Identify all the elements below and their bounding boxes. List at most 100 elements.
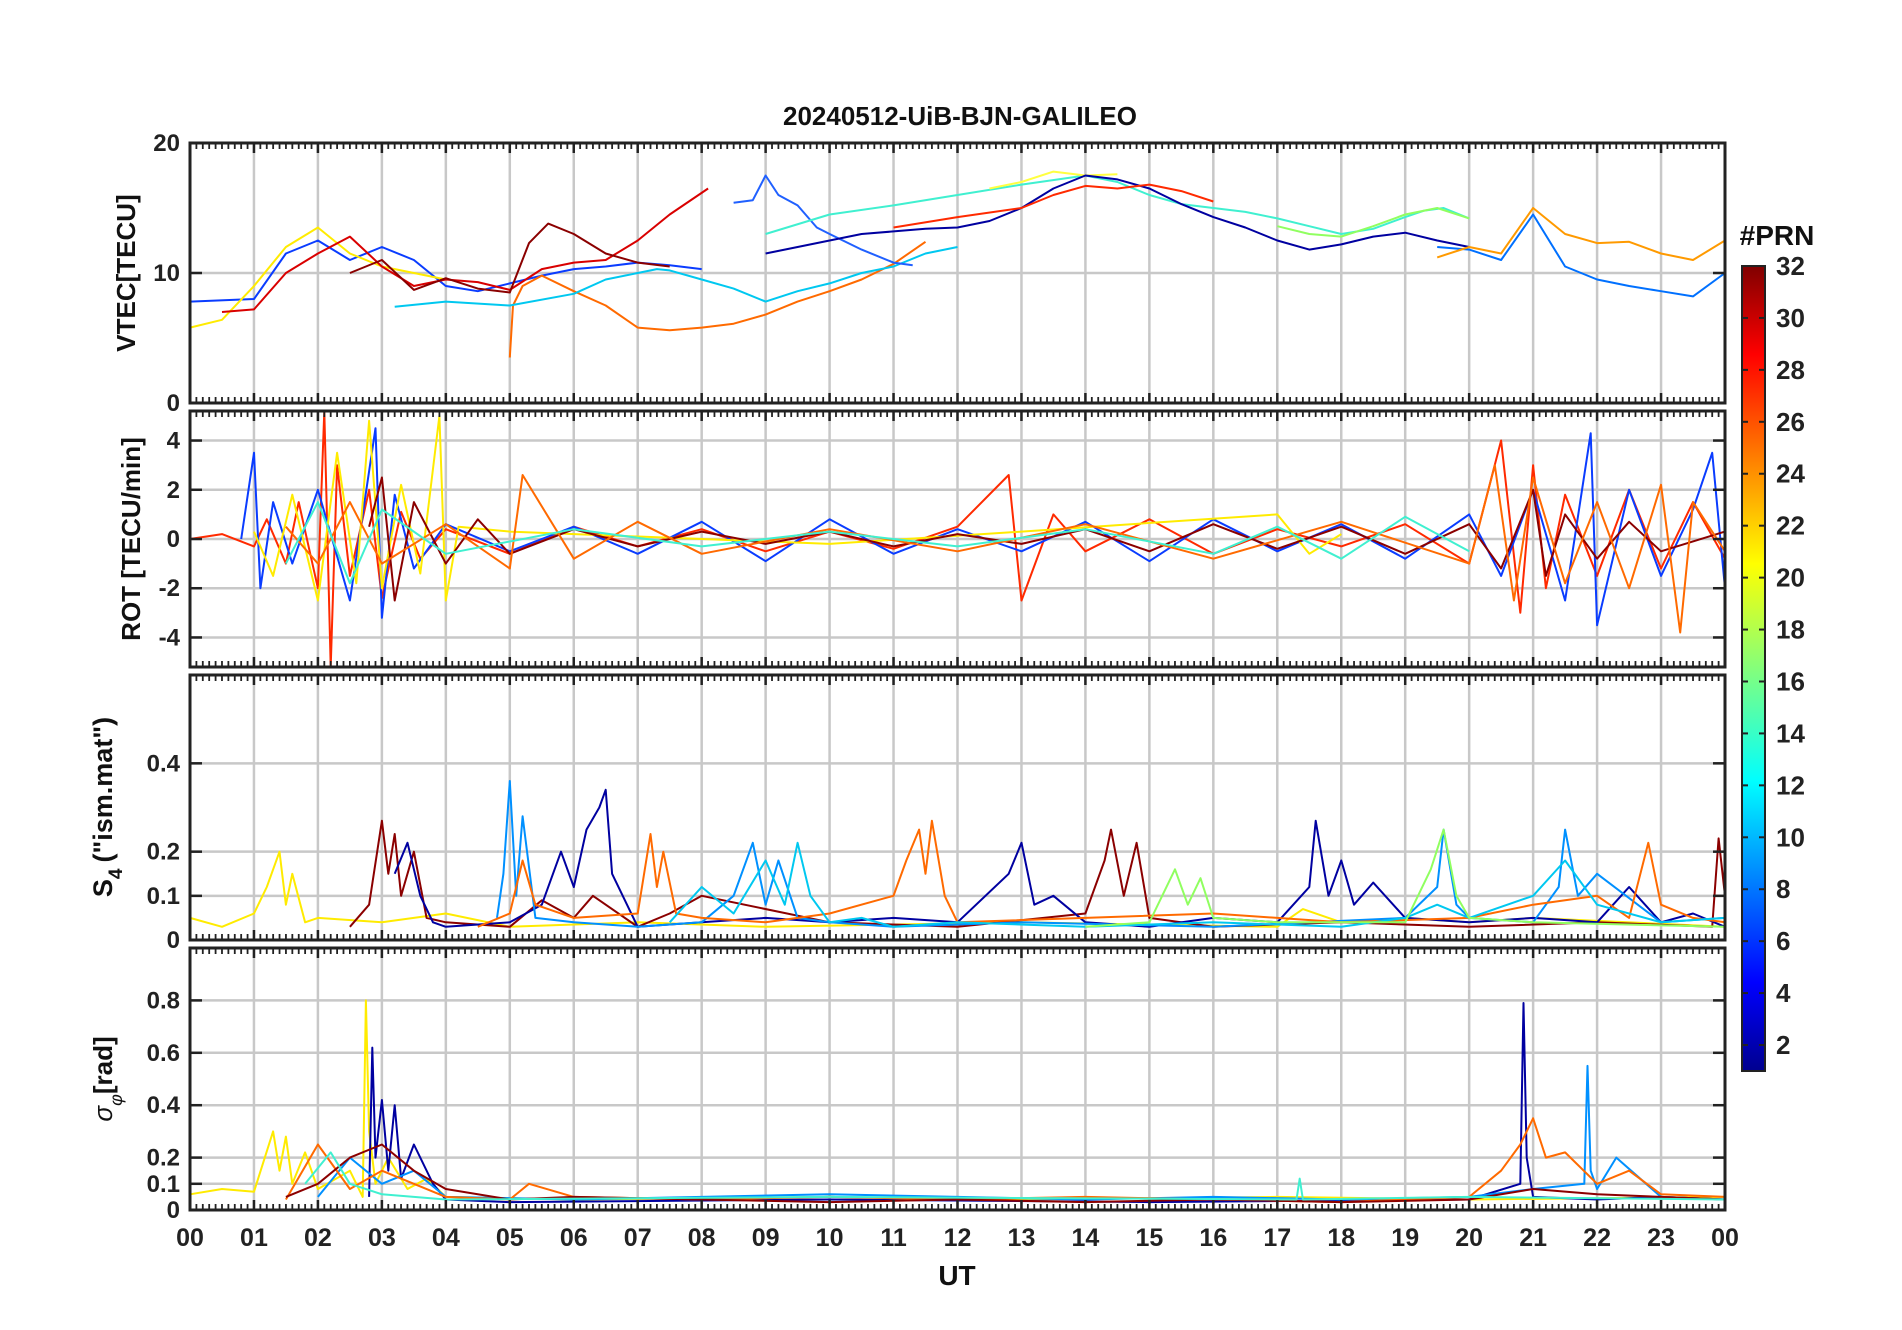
series-line-prn-31	[349, 222, 670, 294]
series-line-prn-8	[496, 780, 1726, 928]
x-tick-label: 12	[944, 1224, 972, 1252]
vtec-series	[189, 170, 1726, 358]
series-line-prn-15	[1277, 207, 1470, 238]
series-line-prn-13	[304, 1151, 1726, 1201]
series-line-prn-31	[285, 1143, 1726, 1204]
sigma-phi-yticks: 00.10.2 0.4 0.6 0.8	[147, 948, 1727, 1224]
y-tick-label: 20	[153, 130, 180, 157]
series-line-prn-19	[189, 226, 446, 329]
series-line-prn-2	[765, 174, 1470, 255]
y-tick-label: 0.1	[147, 883, 180, 910]
x-tick-label: 21	[1519, 1224, 1547, 1252]
x-axis-label: UT	[938, 1260, 975, 1291]
y-tick-label: 4	[167, 428, 181, 455]
series-line-prn-9	[1437, 213, 1726, 298]
colorbar-tick-label: 28	[1776, 355, 1805, 385]
colorbar-tick-label: 30	[1776, 303, 1805, 333]
x-tick-label: 02	[304, 1224, 332, 1252]
rot-series	[189, 410, 1726, 668]
x-tick-label: 18	[1327, 1224, 1355, 1252]
colorbar-tick-label: 20	[1776, 563, 1805, 593]
x-tick-label: 10	[816, 1224, 844, 1252]
x-tick-label: 05	[496, 1224, 524, 1252]
sigma-phi-panel: 00.10.2 0.4 0.6 0.8 σφ[rad]	[88, 946, 1727, 1224]
series-line-prn-7	[733, 174, 913, 267]
x-tick-label: 15	[1135, 1224, 1163, 1252]
series-line-prn-5	[189, 239, 702, 303]
vtec-panel: 0 10 20 VTEC[TECU]	[111, 130, 1727, 417]
x-tick-label: 01	[240, 1224, 268, 1252]
y-tick-label: 2	[167, 477, 180, 504]
x-tick-label: 04	[432, 1224, 460, 1252]
x-tick-label: 11	[880, 1224, 907, 1252]
colorbar-tick-label: 12	[1776, 770, 1805, 800]
series-line-prn-15	[1085, 828, 1726, 928]
colorbar-tick-label: 6	[1776, 926, 1790, 956]
s4-grid	[190, 675, 1725, 942]
series-line-prn-21	[989, 170, 1118, 190]
x-tick-label: 09	[752, 1224, 780, 1252]
series-line-prn-23	[1436, 207, 1726, 261]
colorbar-gradient	[1741, 265, 1766, 1072]
y-tick-label: 0	[167, 927, 180, 954]
s4-series	[189, 780, 1726, 928]
sigma-phi-ylabel: σφ[rad]	[88, 1036, 126, 1121]
colorbar-tick-label: 32	[1776, 251, 1805, 281]
x-tick-label: 00	[1711, 1224, 1739, 1252]
vtec-ylabel: VTEC[TECU]	[111, 194, 141, 351]
series-line-prn-2	[368, 1002, 1726, 1204]
colorbar-tick-label: 4	[1776, 978, 1791, 1008]
vtec-grid	[190, 141, 1725, 405]
x-tick-label: 14	[1072, 1224, 1100, 1252]
colorbar-tick-label: 18	[1776, 615, 1805, 645]
colorbar-tick-label: 16	[1776, 666, 1805, 696]
y-tick-label: -4	[159, 624, 181, 651]
x-tick-label: 17	[1263, 1224, 1291, 1252]
x-tick-label: 08	[688, 1224, 716, 1252]
colorbar-tick-label: 10	[1776, 822, 1805, 852]
rot-panel: -4 -2 0 2 4 ROT [TECU/min]	[116, 409, 1727, 669]
y-tick-label: 0	[167, 526, 180, 553]
x-tick-label: 07	[624, 1224, 652, 1252]
x-tick-label: 22	[1583, 1224, 1611, 1252]
y-tick-label: 0	[167, 1197, 180, 1224]
series-line-prn-13	[285, 501, 1470, 585]
colorbar-tick-label: 2	[1776, 1030, 1790, 1060]
x-tick-label: 03	[368, 1224, 396, 1252]
colorbar-tick-label: 8	[1776, 874, 1790, 904]
x-tick-label: 16	[1199, 1224, 1227, 1252]
colorbar-label: #PRN	[1740, 220, 1815, 251]
vtec-yticks: 0 10 20	[153, 130, 1727, 417]
colorbar-tick-label: 24	[1776, 459, 1805, 489]
series-line-prn-11	[394, 246, 958, 308]
figure-title: 20240512-UiB-BJN-GALILEO	[783, 101, 1137, 131]
s4-yticks: 0 0.1 0.2 0.4	[147, 675, 1727, 954]
x-tick-label: 06	[560, 1224, 588, 1252]
series-line-prn-27	[893, 183, 1214, 229]
colorbar-tick-label: 22	[1776, 511, 1805, 541]
series-line-prn-19	[253, 414, 1342, 602]
x-tick-label: 23	[1647, 1224, 1675, 1252]
series-line-prn-31	[368, 476, 1726, 602]
y-tick-label: 0.4	[147, 750, 181, 777]
rot-ylabel: ROT [TECU/min]	[116, 437, 146, 641]
x-tick-label: 19	[1391, 1224, 1419, 1252]
x-tick-label: 00	[176, 1224, 204, 1252]
colorbar-tick-label: 26	[1776, 407, 1805, 437]
s4-ylabel: S4("ism.mat")	[88, 717, 127, 897]
series-line-prn-11	[668, 841, 1726, 928]
series-line-prn-13	[765, 174, 1470, 235]
y-tick-label: 0.2	[147, 1145, 180, 1172]
y-tick-label: 0.1	[147, 1171, 180, 1198]
sigma-phi-grid	[190, 948, 1725, 1212]
y-tick-label: 0.2	[147, 839, 180, 866]
y-tick-label: 10	[153, 260, 180, 287]
series-line-prn-25	[477, 819, 1726, 928]
x-tick-labels: 00 01 02 03 04 05 06 07 08 09 10 11 12 13 14 15 16 17 18 19…	[176, 1224, 1739, 1252]
x-tick-label: 20	[1455, 1224, 1483, 1252]
y-tick-label: 0.8	[147, 987, 180, 1014]
series-line-prn-25	[508, 240, 927, 358]
